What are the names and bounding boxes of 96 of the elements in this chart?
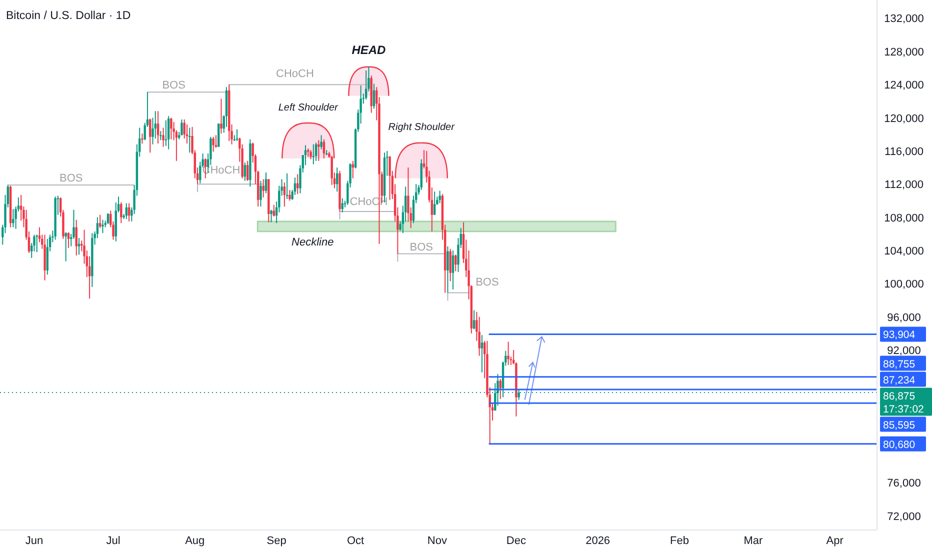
ref-line-label: 88,755 bbox=[883, 358, 916, 370]
candlestick bbox=[75, 219, 78, 256]
candlestick bbox=[262, 178, 264, 198]
candlestick bbox=[330, 155, 333, 186]
annotation: BOS bbox=[162, 80, 186, 92]
candlestick bbox=[499, 378, 502, 400]
candlestick bbox=[270, 209, 272, 223]
x-tick-label: Jul bbox=[106, 535, 120, 547]
annotation: BOS bbox=[476, 276, 499, 288]
candlestick bbox=[364, 70, 368, 100]
annotation: Right Shoulder bbox=[388, 122, 456, 134]
candlestick bbox=[244, 162, 246, 182]
candlestick bbox=[98, 214, 102, 229]
candlestick bbox=[260, 180, 262, 208]
ref-line-label: 86,875 bbox=[883, 390, 916, 402]
candlestick bbox=[352, 160, 354, 179]
ref-line-label: 85,595 bbox=[883, 419, 916, 432]
candlestick bbox=[246, 160, 249, 182]
candlestick bbox=[149, 118, 152, 154]
candlestick bbox=[283, 182, 286, 208]
candlestick bbox=[120, 202, 122, 224]
x-tick-label: Oct bbox=[346, 535, 364, 547]
x-tick-label: Aug bbox=[185, 535, 205, 547]
candlestick bbox=[272, 204, 275, 217]
candlestick bbox=[318, 140, 320, 162]
annotation: BOS bbox=[410, 241, 433, 254]
x-tick-label: Sep bbox=[266, 535, 286, 547]
ref-line-label: 80,680 bbox=[883, 438, 916, 451]
candlestick bbox=[220, 98, 222, 134]
candlestick bbox=[452, 250, 454, 290]
legend-label: 87,234 bbox=[883, 374, 916, 386]
candlestick bbox=[478, 316, 480, 356]
y-tick-label: 116,000 bbox=[884, 146, 924, 158]
x-tick-label: Nov bbox=[427, 535, 448, 547]
x-tick-label: 2026 bbox=[586, 535, 610, 547]
x-tick-label: Jun bbox=[25, 535, 44, 547]
text: Bitcoin / U.S. Dollar · 1D bbox=[6, 10, 131, 22]
candlestick bbox=[507, 341, 510, 366]
y-tick-label: 124,000 bbox=[884, 80, 924, 92]
candlestick bbox=[156, 110, 160, 144]
y-tick-label: 108,000 bbox=[884, 212, 924, 224]
candlestick bbox=[480, 334, 484, 373]
candlestick bbox=[304, 144, 307, 166]
band-label: Neckline bbox=[292, 236, 334, 248]
y-tick-label: 100,000 bbox=[884, 278, 924, 291]
y-tick-label: 76,000 bbox=[887, 478, 921, 490]
candlestick bbox=[288, 189, 291, 202]
candlestick bbox=[264, 172, 268, 194]
y-tick-label: 72,000 bbox=[887, 510, 921, 523]
y-tick-label: 96,000 bbox=[887, 312, 921, 324]
candlestick bbox=[183, 118, 186, 140]
candlestick bbox=[46, 238, 49, 276]
y-tick-label: 128,000 bbox=[884, 46, 924, 58]
candlestick bbox=[12, 208, 14, 228]
candlestick bbox=[167, 116, 170, 150]
x-tick-label: Apr bbox=[826, 535, 844, 547]
candlestick bbox=[322, 138, 326, 159]
candlestick bbox=[141, 133, 144, 144]
x-tick-label: Mar bbox=[744, 535, 764, 547]
candlestick bbox=[78, 238, 80, 256]
candlestick bbox=[170, 117, 172, 140]
candlestick bbox=[64, 232, 67, 262]
candlestick bbox=[472, 310, 476, 330]
ref-line-label: 93,904 bbox=[883, 329, 916, 342]
annotation: HEAD bbox=[352, 42, 386, 57]
candlestick bbox=[320, 134, 322, 150]
candlestick bbox=[102, 219, 104, 234]
x-tick-label: Dec bbox=[506, 535, 526, 547]
annotation: BOS bbox=[59, 172, 83, 185]
candlestick bbox=[160, 130, 162, 141]
text: 17:37:02 bbox=[883, 403, 924, 416]
y-tick-label: 120,000 bbox=[884, 112, 924, 125]
candlestick bbox=[454, 254, 457, 272]
candlestick bbox=[296, 174, 299, 195]
candlestick bbox=[212, 136, 214, 152]
candlestick bbox=[449, 248, 452, 282]
y-tick-label: 112,000 bbox=[884, 179, 924, 192]
y-tick-label: 92,000 bbox=[887, 345, 921, 358]
candlestick bbox=[180, 118, 183, 136]
candlestick bbox=[341, 198, 344, 213]
candlestick bbox=[214, 134, 218, 148]
annotation: Left Shoulder bbox=[278, 102, 339, 114]
candlestick bbox=[433, 191, 436, 216]
x-tick-label: Feb bbox=[670, 535, 689, 547]
candlestick bbox=[310, 150, 312, 160]
y-tick-label: 104,000 bbox=[884, 245, 924, 258]
candlestick bbox=[162, 127, 164, 148]
candlestick bbox=[217, 123, 220, 148]
candlestick bbox=[67, 232, 70, 248]
candlestick bbox=[388, 155, 391, 200]
candlestick bbox=[446, 246, 449, 294]
y-tick-label: 132,000 bbox=[884, 13, 924, 26]
candlestick bbox=[106, 212, 110, 224]
candlestick bbox=[438, 190, 441, 204]
annotation: CHoCH bbox=[276, 68, 314, 80]
candlestick bbox=[314, 142, 318, 162]
